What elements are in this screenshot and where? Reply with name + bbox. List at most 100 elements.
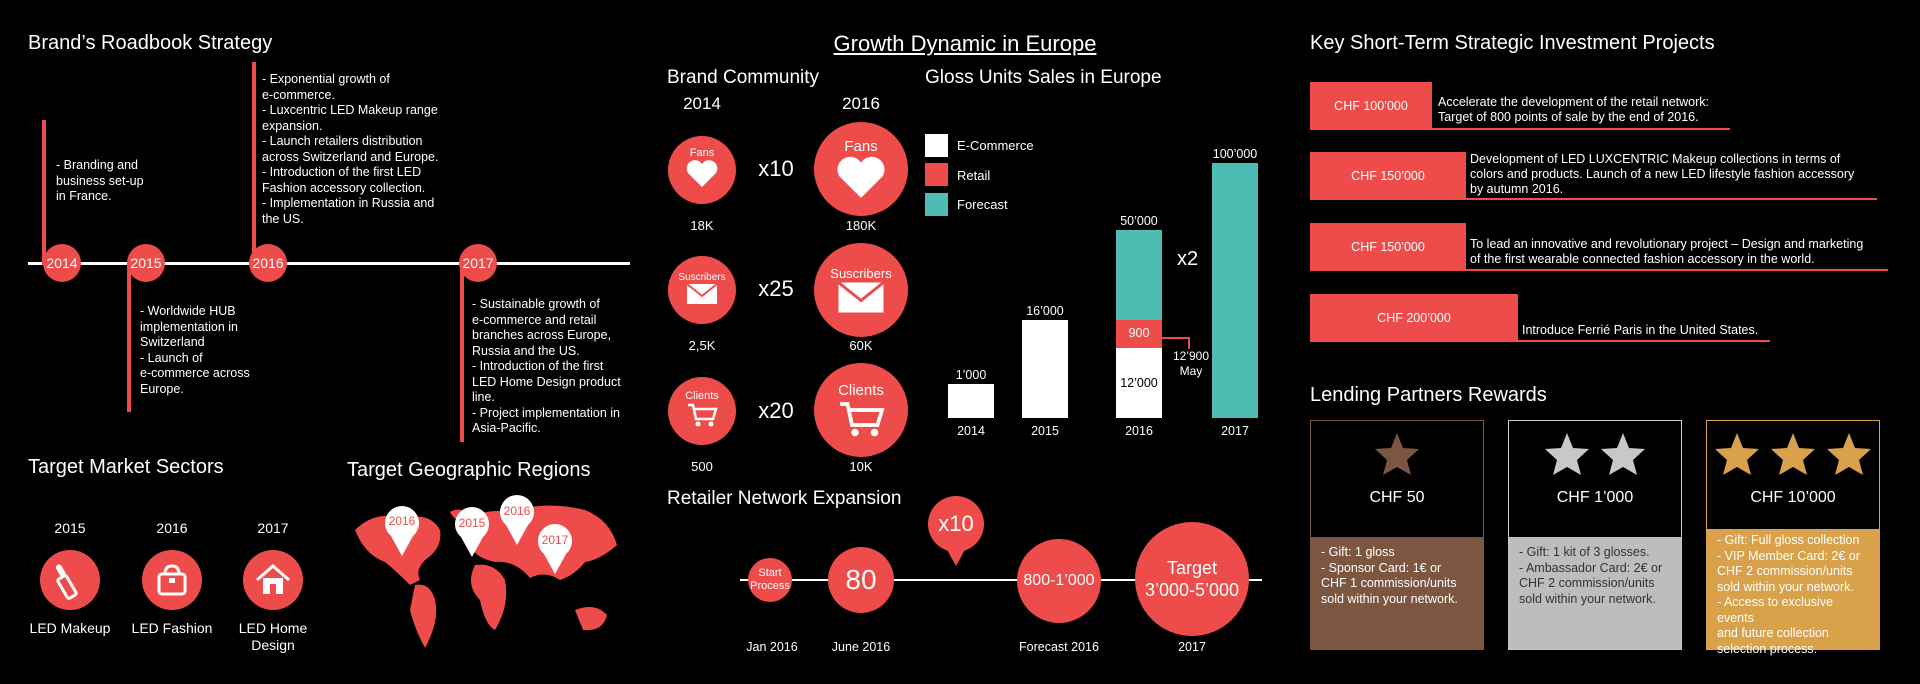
map-pin-label: 2015	[458, 516, 486, 530]
subscribers-2016-value: 60K	[849, 338, 873, 353]
lipstick-icon	[40, 550, 100, 610]
network-date: 2017	[1178, 640, 1206, 654]
reward-amount: CHF 50	[1369, 489, 1425, 506]
community-year-b: 2016	[842, 94, 880, 113]
map-pin-label: 2016	[388, 514, 416, 528]
reward-details: - Gift: Full gloss collection - VIP Memb…	[1707, 529, 1879, 656]
clients-2014-value: 500	[691, 459, 713, 474]
heart-icon	[837, 156, 885, 198]
regions-title: Target Geographic Regions	[347, 459, 591, 481]
bar-forecast-2017	[1212, 163, 1258, 418]
sales-bar-chart: 1’000 16’000 12’000 900 50’000 100’000 2014 201…	[900, 60, 1280, 460]
timeline-year-2014: 2014	[43, 244, 81, 282]
network-date: June 2016	[831, 640, 891, 654]
subscribers-multiplier: x25	[758, 276, 794, 301]
forecast-multiplier: x2	[1177, 248, 1199, 270]
legend-swatch-ecommerce	[925, 134, 948, 157]
x10-label: x10	[938, 511, 974, 536]
clients-large-icon: Clients	[814, 363, 908, 457]
x-tick-label: 2016	[1125, 424, 1153, 438]
investment-underline	[1310, 340, 1770, 342]
timeline-year-2016: 2016	[249, 244, 287, 282]
x-tick-label: 2017	[1221, 424, 1249, 438]
reward-card-bronze: CHF 50 - Gift: 1 gloss - Sponsor Card: 1…	[1310, 420, 1484, 650]
clients-multiplier: x20	[758, 398, 794, 423]
roadbook-title: Brand’s Roadbook Strategy	[28, 32, 273, 54]
x-tick-label: 2014	[957, 424, 985, 438]
sectors-list: 2015 2016 2017 LED Makeup LED Fashion LE…	[30, 520, 340, 670]
timeline-stem-2016	[252, 62, 256, 262]
subscribers-large-icon: Suscribers	[814, 243, 908, 337]
bar-retail-2016	[1116, 320, 1162, 348]
timeline-year-2015: 2015	[127, 244, 165, 282]
map-pin-icon	[500, 495, 534, 545]
investment-underline	[1310, 198, 1877, 200]
timeline-axis	[28, 262, 630, 265]
timeline-year-2017: 2017	[459, 244, 497, 282]
clients-2016-value: 10K	[849, 459, 873, 474]
bar-value-label: 12’000	[1120, 376, 1158, 390]
roadbook-note-2014: - Branding and business set-up in France…	[56, 158, 144, 203]
investment-amount: CHF 150’000	[1310, 223, 1466, 271]
sectors-title: Target Market Sectors	[28, 456, 224, 478]
reward-amount: CHF 1’000	[1556, 489, 1634, 506]
fans-multiplier: x10	[758, 156, 794, 181]
clients-small-icon: Clients	[668, 377, 736, 445]
map-pin-icon	[538, 524, 572, 574]
clients-label: Clients	[838, 381, 884, 399]
bar-ecommerce-2015	[1022, 320, 1068, 418]
fans-small-icon: Fans	[668, 136, 736, 204]
retail-callout-line	[1188, 337, 1190, 349]
timeline-stem-2014	[42, 120, 46, 265]
bar-ecommerce-2014	[948, 384, 994, 418]
envelope-icon	[837, 281, 885, 313]
fans-2016-value: 180K	[845, 218, 877, 233]
sector-year: 2017	[257, 520, 289, 536]
star-icon	[1827, 433, 1871, 475]
sector-label: LED Makeup	[29, 620, 111, 636]
star-icon	[1545, 433, 1589, 475]
map-pin-label: 2016	[503, 504, 531, 518]
cart-icon	[840, 401, 885, 436]
roadbook-note-2015: - Worldwide HUB implementation in Switze…	[140, 304, 250, 396]
map-pin-icon	[455, 507, 489, 557]
sector-year: 2016	[156, 520, 188, 536]
investment-underline	[1310, 269, 1888, 271]
bar-ecommerce-2016	[1116, 348, 1162, 418]
bar-value-label: 100’000	[1212, 147, 1258, 161]
community-year-a: 2014	[683, 94, 721, 113]
fans-label: Fans	[689, 147, 715, 159]
investment-description: To lead an innovative and revolutionary …	[1470, 237, 1864, 266]
bar-forecast-2016	[1116, 230, 1162, 320]
subscribers-label: Suscribers	[830, 266, 892, 281]
investments-title: Key Short-Term Strategic Investment Proj…	[1310, 32, 1715, 54]
rating-stars	[1373, 431, 1421, 477]
legend-label: Retail	[957, 168, 991, 183]
fans-label: Fans	[844, 137, 878, 155]
map-pin-icon	[385, 506, 419, 556]
cart-icon	[688, 403, 718, 427]
rating-stars	[1543, 431, 1647, 477]
network-node-target: Target 3’000-5’000	[1135, 522, 1249, 636]
x10-callout	[928, 496, 984, 568]
investment-description: Accelerate the development of the retail…	[1438, 95, 1709, 124]
handbag-icon	[142, 550, 202, 610]
subscribers-2014-value: 2,5K	[688, 338, 716, 353]
network-node-80: 80	[828, 547, 894, 613]
reward-amount: CHF 10’000	[1750, 489, 1836, 506]
bar-value-label: 900	[1128, 326, 1150, 340]
bar-value-label: 16’000	[1026, 304, 1064, 318]
network-date: Forecast 2016	[1019, 640, 1099, 654]
timeline-stem-2017	[460, 262, 464, 442]
reward-card-silver: CHF 1’000 - Gift: 1 kit of 3 glosses. - …	[1508, 420, 1682, 650]
fans-2014-value: 18K	[690, 218, 714, 233]
network-axis	[740, 579, 1262, 581]
star-icon	[1715, 433, 1759, 475]
envelope-icon	[686, 282, 718, 304]
retail-callout-line	[1160, 337, 1190, 339]
legend-swatch-forecast	[925, 193, 948, 216]
star-icon	[1375, 433, 1419, 475]
legend-label: E-Commerce	[957, 138, 1034, 153]
heart-icon	[686, 160, 718, 187]
star-icon	[1601, 433, 1645, 475]
